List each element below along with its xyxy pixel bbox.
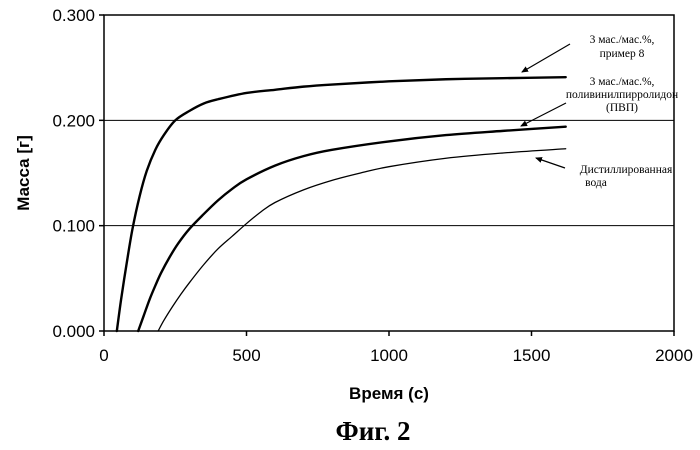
annotation-series-1: 3 мас./мас.%, пример 8 <box>522 34 655 72</box>
y-axis-title: Масса [г] <box>14 135 33 211</box>
annotation-series-1-line-2: пример 8 <box>600 48 645 60</box>
annotation-series-3-line-1: Дистиллированная <box>580 164 673 176</box>
annotation-series-1-arrow <box>522 44 570 72</box>
y-tick-label-3: 0.300 <box>52 6 95 25</box>
annotation-series-2-arrow <box>521 103 566 126</box>
x-tick-label-4: 2000 <box>655 346 693 365</box>
annotation-series-2-line-3: (ПВП) <box>606 102 638 114</box>
figure-caption: Фиг. 2 <box>336 416 411 446</box>
x-axis-title: Время (с) <box>349 384 429 403</box>
series-line-3 <box>158 149 566 331</box>
y-tick-label-2: 0.200 <box>52 111 95 130</box>
x-tick-label-2: 1000 <box>370 346 408 365</box>
series-line-2 <box>138 127 566 331</box>
annotation-series-2-line-1: 3 мас./мас.%, <box>590 76 655 88</box>
annotation-series-3: Дистиллированная вода <box>536 158 673 189</box>
y-tick-label-1: 0.100 <box>52 217 95 236</box>
annotation-series-3-line-2: вода <box>585 177 607 189</box>
annotation-series-1-line-1: 3 мас./мас.%, <box>590 34 655 46</box>
series-lines <box>117 77 566 331</box>
annotation-series-2-line-2: поливинилпирролидон <box>566 89 678 101</box>
x-tick-label-1: 500 <box>232 346 260 365</box>
y-tick-label-0: 0.000 <box>52 322 95 341</box>
annotation-series-3-arrow <box>536 158 565 168</box>
x-tick-label-0: 0 <box>99 346 108 365</box>
annotation-series-2: 3 мас./мас.%, поливинилпирролидон (ПВП) <box>521 76 678 126</box>
x-tick-label-3: 1500 <box>513 346 551 365</box>
series-line-1 <box>117 77 566 331</box>
